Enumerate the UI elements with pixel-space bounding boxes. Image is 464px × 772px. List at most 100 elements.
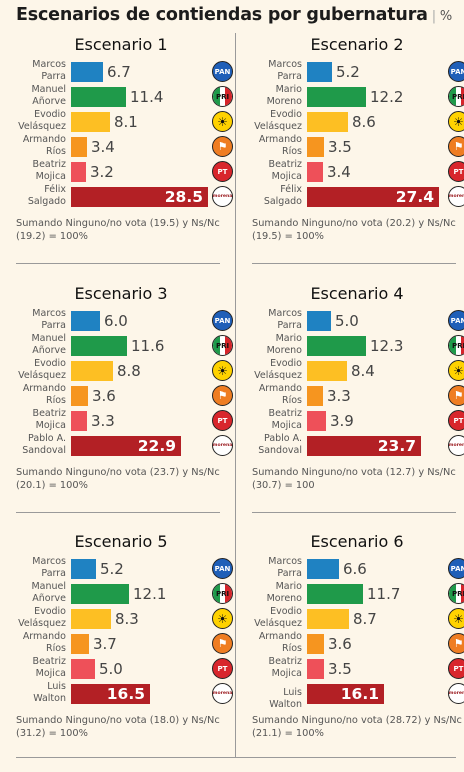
bar xyxy=(71,162,86,182)
bar-row: Manuel Añorve 11.6 PRI xyxy=(16,333,233,358)
morena-logo-text: morena xyxy=(448,443,464,448)
chart-panel-5: Escenario 5 Marcos Parra 5.2 PAN Manuel Añorve… xyxy=(16,532,233,772)
pt-logo-icon: PT xyxy=(448,161,464,182)
data-label: 3.2 xyxy=(90,163,114,181)
pri-logo-icon: PRI xyxy=(448,583,464,604)
bar-row: Armando Ríos 3.7 ⚑ xyxy=(16,631,233,656)
data-label: 27.4 xyxy=(395,188,434,206)
morena-logo-text: morena xyxy=(212,443,233,448)
data-label: 5.2 xyxy=(336,63,360,81)
candidate-label-line: Mojica xyxy=(35,667,66,679)
data-label: 5.2 xyxy=(100,560,124,578)
bar xyxy=(307,559,339,579)
bar-row: Mario Moreno 12.3 PRI xyxy=(252,333,464,358)
bar xyxy=(71,311,100,331)
bar xyxy=(307,62,332,82)
candidate-label: Armando Ríos xyxy=(252,134,302,157)
candidate-label-line: Mario xyxy=(275,333,302,344)
row-divider xyxy=(16,512,220,513)
bar-row: Beatriz Mojica 3.9 PT xyxy=(252,408,464,433)
candidate-label: Mario Moreno xyxy=(252,84,302,107)
data-label: 22.9 xyxy=(137,437,176,455)
candidate-label-line: Ríos xyxy=(45,145,66,157)
movimiento-ciudadano-logo-icon: ⚑ xyxy=(448,385,464,406)
candidate-label-line: Velásquez xyxy=(18,617,66,629)
candidate-label: Evodio Velásquez xyxy=(16,109,66,132)
candidate-label: Armando Ríos xyxy=(16,383,66,406)
bar-row: Manuel Añorve 11.4 PRI xyxy=(16,84,233,109)
chart-panel-3: Escenario 3 Marcos Parra 6.0 PAN Manuel Añorve… xyxy=(16,284,233,524)
candidate-label-line: Parra xyxy=(41,70,66,82)
bar-row: Armando Ríos 3.3 ⚑ xyxy=(252,383,464,408)
pt-logo-icon: PT xyxy=(448,658,464,679)
pri-logo-text: PRI xyxy=(215,341,230,350)
data-label: 11.4 xyxy=(130,88,164,106)
candidate-label-line: Manuel xyxy=(31,84,66,95)
bar xyxy=(307,311,331,331)
pan-logo-text: PAN xyxy=(450,316,464,325)
candidate-label: Beatriz Mojica xyxy=(252,656,302,679)
chart-footnote: Sumando Ninguno/no vota (20.2) y Ns/Nc (… xyxy=(252,218,456,242)
candidate-label-line: Marcos xyxy=(268,59,302,70)
bar-row: Evodio Velásquez 8.1 ☀ xyxy=(16,109,233,134)
prd-logo-icon: ☀ xyxy=(448,111,464,132)
chart-footnote: Sumando Ninguno/no vota (12.7) y Ns/Nc (… xyxy=(252,467,456,491)
candidate-label-line: Ríos xyxy=(281,394,302,406)
bar xyxy=(307,386,323,406)
candidate-label: Manuel Añorve xyxy=(16,581,66,604)
candidate-label-line: Evodio xyxy=(34,606,66,617)
pan-logo-icon: PAN xyxy=(212,310,233,331)
bar-row: Evodio Velásquez 8.7 ☀ xyxy=(252,606,464,631)
pri-logo-icon: PRI xyxy=(448,335,464,356)
candidate-label-line: Armando xyxy=(22,383,66,394)
candidate-label-line: Velásquez xyxy=(18,369,66,381)
bar xyxy=(307,411,326,431)
candidate-label-line: Evodio xyxy=(34,109,66,120)
bar-row: Beatriz Mojica 3.2 PT xyxy=(16,159,233,184)
pan-logo-text: PAN xyxy=(450,67,464,76)
pri-logo-icon: PRI xyxy=(212,86,233,107)
data-label: 8.6 xyxy=(352,113,376,131)
candidate-label: Félix Salgado xyxy=(16,184,66,207)
pt-logo-text: PT xyxy=(217,664,228,673)
candidate-label-line: Parra xyxy=(277,567,302,579)
chart-title: Escenario 5 xyxy=(74,532,168,551)
data-label: 3.4 xyxy=(327,163,351,181)
candidate-label-line: Armando xyxy=(258,383,302,394)
bar xyxy=(307,659,324,679)
candidate-label-line: Salgado xyxy=(263,195,302,207)
data-label: 3.6 xyxy=(92,387,116,405)
candidate-label: Marcos Parra xyxy=(16,59,66,82)
candidate-label: Félix Salgado xyxy=(252,184,302,207)
candidate-label-line: Ríos xyxy=(281,145,302,157)
bar xyxy=(71,112,110,132)
candidate-label: Marcos Parra xyxy=(252,59,302,82)
candidate-label: Beatriz Mojica xyxy=(16,656,66,679)
pan-logo-icon: PAN xyxy=(448,310,464,331)
bar-row: Beatriz Mojica 3.4 PT xyxy=(252,159,464,184)
candidate-label-line: Ríos xyxy=(45,642,66,654)
bar-row: Mario Moreno 11.7 PRI xyxy=(252,581,464,606)
candidate-label: Marcos Parra xyxy=(252,556,302,579)
candidate-label-line: Parra xyxy=(277,319,302,331)
candidate-label-line: Marcos xyxy=(268,556,302,567)
candidate-label: Armando Ríos xyxy=(252,631,302,654)
page-title: Escenarios de contiendas por gubernatura… xyxy=(16,5,453,25)
candidate-label-line: Evodio xyxy=(34,358,66,369)
bar-row: Evodio Velásquez 8.6 ☀ xyxy=(252,109,464,134)
pan-logo-text: PAN xyxy=(214,67,231,76)
candidate-label-line: Manuel xyxy=(31,581,66,592)
candidate-label-line: Marcos xyxy=(32,59,66,70)
prd-logo-icon: ☀ xyxy=(212,608,233,629)
movimiento-ciudadano-logo-icon: ⚑ xyxy=(448,633,464,654)
candidate-label-line: Pablo A. xyxy=(28,433,66,444)
candidate-label-line: Mojica xyxy=(271,170,302,182)
pri-logo-text: PRI xyxy=(451,589,464,598)
data-label: 5.0 xyxy=(99,660,123,678)
candidate-label-line: Luis Walton xyxy=(269,687,302,710)
data-label: 23.7 xyxy=(377,437,416,455)
chart-panel-1: Escenario 1 Marcos Parra 6.7 PAN Manuel Añorve… xyxy=(16,35,233,275)
prd-logo-icon: ☀ xyxy=(212,111,233,132)
